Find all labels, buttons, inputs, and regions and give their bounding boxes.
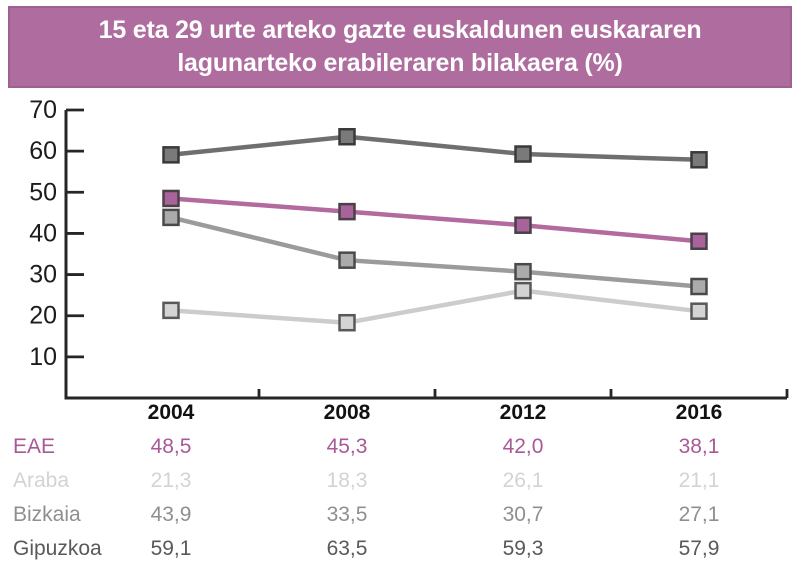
marker-eae-2004 (162, 189, 180, 208)
series-line-gipuzkoa (170, 134, 700, 163)
row-label-bizkaia: Bizkaia (13, 503, 81, 526)
value-bizkaia-2004: 43,9 (150, 503, 192, 526)
y-tick-label: 50 (29, 178, 57, 206)
marker-eae-2012 (514, 216, 532, 234)
data-table: 2004 2008 2012 2016 EAE 48,5 45,3 42,0 3… (0, 396, 787, 566)
column-header-2016: 2016 (675, 401, 723, 424)
y-tick-label: 70 (29, 96, 57, 124)
value-eae-2016: 38,1 (678, 435, 720, 458)
value-araba-2008: 18,3 (326, 469, 368, 492)
marker-eae-2008 (338, 202, 356, 221)
y-tick-label: 30 (29, 261, 57, 289)
column-header-2012: 2012 (499, 401, 547, 424)
marker-bizkaia-2016 (690, 277, 708, 296)
chart-title-line2: lagunarteko erabileraren bilakaera (%) (177, 49, 623, 77)
marker-araba-2012 (514, 281, 532, 300)
chart-title-line1: 15 eta 29 urte arteko gazte euskaldunen … (98, 16, 702, 44)
value-araba-2016: 21,1 (678, 469, 720, 492)
corner-cell (0, 396, 83, 430)
value-bizkaia-2012: 30,7 (502, 503, 544, 526)
marker-bizkaia-2008 (338, 251, 356, 269)
value-eae-2004: 48,5 (150, 435, 192, 458)
value-bizkaia-2008: 33,5 (326, 503, 368, 526)
usage-line-chart: 10 20 30 40 50 60 70 (29, 96, 789, 400)
title-banner: 15 eta 29 urte arteko gazte euskaldunen … (8, 6, 792, 88)
value-gipuzkoa-2016: 57,9 (678, 537, 720, 560)
y-tick-label: 20 (29, 302, 57, 330)
y-tick-label: 10 (29, 343, 57, 371)
marker-araba-2008 (338, 313, 356, 332)
series-line-eae (170, 196, 700, 244)
value-eae-2012: 42,0 (502, 435, 544, 458)
marker-eae-2016 (690, 232, 708, 250)
value-gipuzkoa-2012: 59,3 (502, 537, 544, 560)
column-header-2004: 2004 (147, 401, 195, 424)
marker-gipuzkoa-2008 (338, 127, 356, 146)
series-line-araba (170, 288, 700, 325)
y-tick-label: 40 (29, 219, 57, 247)
value-gipuzkoa-2004: 59,1 (150, 537, 192, 560)
y-tick-label: 60 (29, 137, 57, 165)
value-gipuzkoa-2008: 63,5 (326, 537, 368, 560)
marker-araba-2004 (162, 301, 180, 320)
value-araba-2004: 21,3 (150, 469, 192, 492)
column-header-2008: 2008 (323, 401, 371, 424)
row-label-eae: EAE (13, 435, 56, 458)
value-araba-2012: 26,1 (502, 469, 544, 492)
marker-araba-2016 (690, 302, 708, 320)
marker-gipuzkoa-2016 (690, 151, 708, 169)
marker-bizkaia-2004 (162, 208, 180, 227)
marker-gipuzkoa-2004 (162, 146, 180, 164)
row-label-gipuzkoa: Gipuzkoa (13, 537, 102, 560)
marker-bizkaia-2012 (514, 262, 532, 281)
marker-gipuzkoa-2012 (514, 145, 532, 163)
value-eae-2008: 45,3 (326, 435, 368, 458)
value-bizkaia-2016: 27,1 (678, 503, 720, 526)
row-label-araba: Araba (13, 469, 70, 492)
series-line-bizkaia (170, 215, 700, 289)
